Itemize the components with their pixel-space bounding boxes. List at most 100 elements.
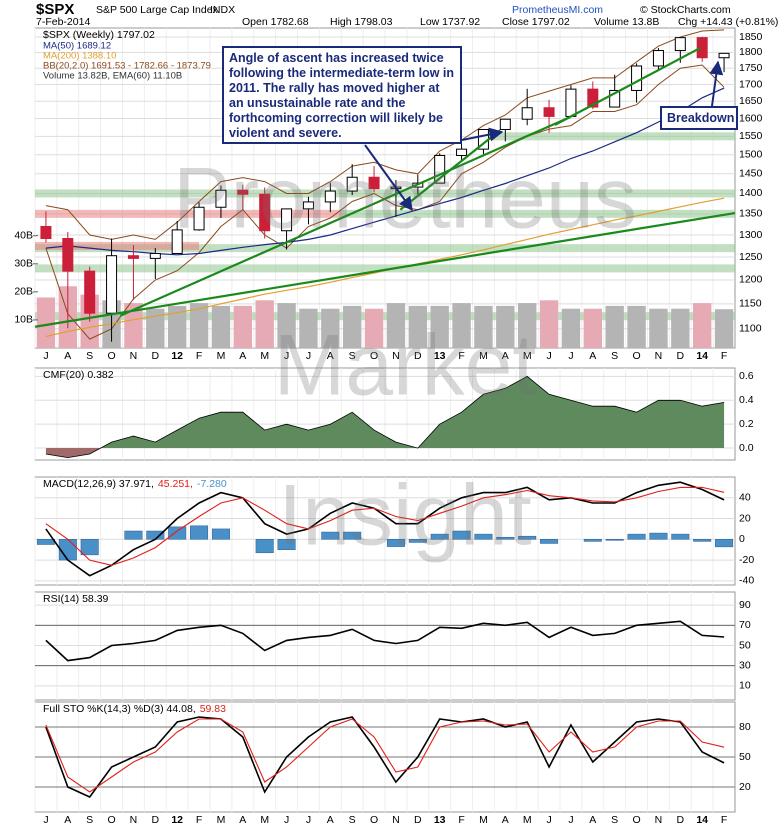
histogram-bar (190, 525, 209, 540)
indicator-line (45, 718, 725, 793)
x-tick-label: J (43, 350, 48, 362)
volume-bar (605, 305, 624, 348)
exchange: INDX (210, 4, 235, 16)
x-tick-label: O (370, 814, 378, 826)
histogram-bar (627, 533, 646, 540)
x-tick-label: M (479, 814, 488, 826)
x-tick-label: D (677, 814, 685, 826)
histogram-bar (649, 532, 668, 540)
open: Open 1782.68 (242, 16, 309, 28)
candle-body (193, 206, 205, 231)
candle-body (302, 201, 314, 210)
indicator-line (45, 716, 725, 798)
volume-bar (168, 305, 187, 348)
indicator-line (45, 481, 725, 577)
x-tick-label: D (414, 350, 422, 362)
volume-bar (321, 308, 340, 348)
candle-body (609, 89, 621, 108)
volume-bar (539, 300, 559, 348)
candle-body (587, 88, 599, 108)
x-tick-label: J (568, 350, 573, 362)
histogram-bar (474, 533, 493, 540)
x-tick-label: M (217, 350, 226, 362)
candle-body (674, 37, 686, 52)
candle-body (106, 255, 118, 314)
x-tick-label: S (611, 350, 618, 362)
area-outline (45, 375, 725, 459)
y-tick-label: -40 (739, 575, 754, 587)
bollinger-band (45, 29, 725, 240)
zone (341, 209, 735, 218)
x-tick-label: F (458, 814, 464, 826)
x-tick-label: S (349, 814, 356, 826)
y-tick-label: 1150 (739, 298, 762, 310)
candle-body (62, 238, 74, 272)
index-name: S&P 500 Large Cap Index (96, 4, 219, 16)
volume-bar (364, 308, 384, 348)
volume-bar (627, 305, 646, 348)
legend-entry: CMF(20) 0.382 (43, 369, 114, 381)
y-tick-label: 10 (739, 680, 751, 692)
y-tick-label: 50 (739, 751, 751, 763)
y-tick-label: 1450 (739, 168, 763, 180)
candle-body (346, 176, 358, 192)
x-tick-label: J (306, 350, 311, 362)
volume-bar (714, 309, 734, 348)
candle-body (215, 189, 227, 208)
x-tick-label: J (284, 350, 289, 362)
candle-body (434, 154, 446, 184)
candle-body (149, 252, 161, 259)
x-tick-label: F (196, 350, 202, 362)
site[interactable]: PrometheusMI.com (512, 4, 603, 16)
volume-bar (233, 305, 252, 348)
volume-bar (561, 308, 581, 348)
candle-body (521, 107, 533, 120)
symbol: $SPX (36, 1, 74, 18)
y-tick-label: 1800 (739, 46, 763, 58)
volume-bar (386, 303, 406, 348)
x-tick-label: A (64, 814, 71, 826)
x-tick-label: S (349, 350, 356, 362)
volume-tick-label: 20B (14, 286, 33, 298)
volume-bar (693, 303, 712, 348)
legend-entry: 45.251, (158, 478, 193, 490)
histogram-bar (452, 530, 471, 540)
histogram-bar (386, 539, 405, 547)
x-tick-label: M (479, 350, 488, 362)
x-tick-label: M (523, 814, 532, 826)
annotation-arrow (709, 60, 724, 107)
change: Chg +14.43 (+0.81%) (678, 16, 778, 28)
histogram-bar (80, 539, 99, 556)
legend-entry: RSI(14) 58.39 (43, 593, 109, 605)
volume-bar (343, 305, 362, 348)
volume-tick-label: 30B (14, 258, 33, 270)
volume-bar (474, 305, 493, 348)
x-tick-label: S (611, 814, 618, 826)
candle-body (171, 229, 183, 254)
candle-body (456, 148, 468, 156)
y-tick-label: 20 (739, 512, 751, 524)
volume-bar (189, 303, 209, 348)
indicator-line (45, 486, 725, 566)
volume-bar (255, 300, 274, 348)
y-tick-label: 1650 (739, 95, 763, 107)
x-tick-label: A (239, 350, 246, 362)
x-tick-label: S (86, 814, 93, 826)
candle-body (696, 37, 708, 59)
candle-body (40, 225, 52, 240)
trendline (34, 211, 736, 328)
volume-bar (518, 303, 537, 348)
histogram-bar (715, 539, 734, 548)
candle-body (543, 107, 555, 117)
candle-body (237, 189, 249, 195)
y-tick-label: 1100 (739, 323, 762, 335)
y-tick-label: 90 (739, 599, 751, 611)
low: Low 1737.92 (420, 16, 480, 28)
y-tick-label: 20 (739, 781, 751, 793)
y-tick-label: 1350 (739, 208, 763, 220)
x-tick-label: 14 (696, 814, 708, 826)
annotation: Angle of ascent has increased twice foll… (222, 46, 462, 144)
histogram-bar (211, 528, 230, 540)
